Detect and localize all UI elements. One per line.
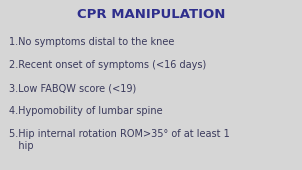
Text: 5.Hip internal rotation ROM>35° of at least 1
   hip: 5.Hip internal rotation ROM>35° of at le… (9, 129, 230, 151)
Text: 3.Low FABQW score (<19): 3.Low FABQW score (<19) (9, 83, 136, 93)
Text: CPR MANIPULATION: CPR MANIPULATION (77, 8, 225, 21)
Text: 1.No symptoms distal to the knee: 1.No symptoms distal to the knee (9, 37, 175, 47)
Text: 4.Hypomobility of lumbar spine: 4.Hypomobility of lumbar spine (9, 106, 163, 116)
Text: 2.Recent onset of symptoms (<16 days): 2.Recent onset of symptoms (<16 days) (9, 60, 206, 70)
